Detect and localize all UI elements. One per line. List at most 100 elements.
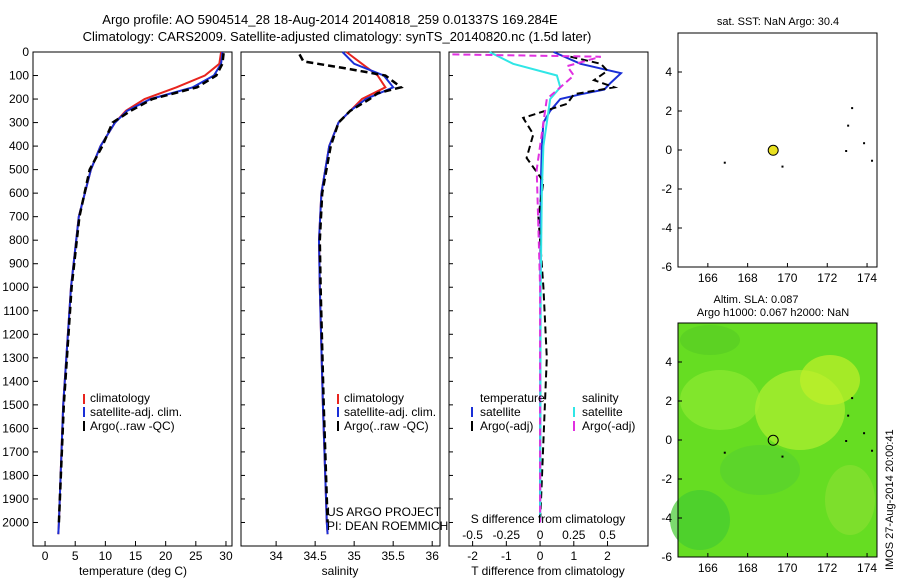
map-y-tick-label: -6 bbox=[661, 550, 672, 564]
x-tick-label: -2 bbox=[467, 549, 478, 563]
x-tick-label: 0 bbox=[42, 549, 49, 563]
depth-tick-label: 900 bbox=[9, 257, 29, 271]
map-x-tick-label: 170 bbox=[777, 561, 797, 575]
legend-item-satellite: satellite-adj. clim. bbox=[90, 405, 182, 419]
x-tick-label: 25 bbox=[189, 549, 203, 563]
legend-header-salinity: salinity bbox=[582, 391, 619, 405]
header-line2: Climatology: CARS2009. Satellite-adjuste… bbox=[83, 29, 592, 44]
x-tick-label: 35.5 bbox=[381, 549, 405, 563]
x-tick-label: 10 bbox=[99, 549, 113, 563]
project-line2: PI: DEAN ROEMMICH bbox=[327, 519, 448, 533]
footer-stamp: IMOS 27-Aug-2014 20:00:41 bbox=[884, 429, 896, 570]
coast-speck bbox=[847, 414, 850, 417]
temperature-panel bbox=[32, 51, 233, 547]
legend-item-s-satellite: satellite bbox=[582, 405, 623, 419]
legend-item-argo: Argo(..raw -QC) bbox=[90, 419, 175, 433]
x-tick-top-label: -0.25 bbox=[493, 528, 521, 542]
diff-line-3 bbox=[452, 53, 602, 523]
series-line-satellite bbox=[57, 51, 224, 535]
depth-tick-label: 100 bbox=[9, 69, 29, 83]
x-tick-label: 30 bbox=[219, 549, 233, 563]
map-y-tick-label: -4 bbox=[661, 511, 672, 525]
map-y-tick-label: 4 bbox=[665, 65, 672, 79]
map-y-tick-label: 0 bbox=[665, 433, 672, 447]
x-tick-top-label: 0.5 bbox=[599, 528, 616, 542]
depth-tick-label: 1100 bbox=[3, 304, 29, 318]
depth-tick-label: 300 bbox=[9, 116, 29, 130]
x-tick-label: 34 bbox=[269, 549, 283, 563]
temperature-legend: climatology satellite-adj. clim. Argo(..… bbox=[83, 391, 182, 433]
map-x-tick-label: 172 bbox=[817, 561, 837, 575]
argo-location-marker bbox=[767, 144, 779, 156]
x-tick-label: 2 bbox=[604, 549, 611, 563]
depth-tick-label: 1200 bbox=[2, 327, 29, 341]
legend-item-t-argo: Argo(-adj) bbox=[480, 419, 533, 433]
coast-speck bbox=[845, 150, 848, 152]
x-tick-label: 34.5 bbox=[303, 549, 327, 563]
depth-tick-label: 2000 bbox=[2, 515, 29, 529]
legend-item-climatology: climatology bbox=[90, 391, 150, 405]
depth-tick-label: 500 bbox=[9, 163, 29, 177]
coast-speck bbox=[851, 397, 854, 400]
depth-tick-label: 1800 bbox=[2, 468, 29, 482]
depth-tick-label: 1500 bbox=[2, 398, 29, 412]
legend-item-argo: Argo(..raw -QC) bbox=[344, 419, 429, 433]
sla-map-title2: Argo h1000: 0.067 h2000: NaN bbox=[697, 307, 849, 319]
coast-speck bbox=[781, 165, 784, 168]
depth-tick-label: 1700 bbox=[2, 445, 29, 459]
argo-location-marker bbox=[767, 434, 779, 446]
legend-item-t-satellite: satellite bbox=[480, 405, 521, 419]
depth-tick-label: 800 bbox=[9, 233, 29, 247]
depth-tick-label: 1000 bbox=[2, 280, 29, 294]
difference-legend: temperature salinity satellite Argo(-adj… bbox=[471, 391, 635, 433]
coast-speck bbox=[845, 440, 848, 442]
difference-xlabel: T difference from climatology bbox=[471, 564, 625, 578]
legend-item-climatology: climatology bbox=[344, 391, 404, 405]
x-tick-label: 1 bbox=[570, 549, 577, 563]
sla-map-title1: Altim. SLA: 0.087 bbox=[714, 294, 799, 306]
x-tick-label: 5 bbox=[72, 549, 79, 563]
diff-line-1 bbox=[521, 55, 619, 523]
coast-speck bbox=[723, 161, 726, 164]
legend-item-s-argo: Argo(-adj) bbox=[582, 419, 635, 433]
legend-item-satellite: satellite-adj. clim. bbox=[344, 405, 436, 419]
salinity-legend: climatology satellite-adj. clim. Argo(..… bbox=[337, 391, 436, 433]
x-tick-label: 15 bbox=[129, 549, 143, 563]
depth-tick-label: 1300 bbox=[2, 351, 29, 365]
salinity-panel bbox=[240, 51, 441, 547]
x-tick-label: 35 bbox=[347, 549, 361, 563]
depth-tick-label: 1400 bbox=[2, 374, 29, 388]
series-line-satellite bbox=[317, 51, 395, 535]
map-y-tick-label: -6 bbox=[661, 260, 672, 274]
map-x-tick-label: 168 bbox=[738, 561, 758, 575]
x-tick-top-label: 0 bbox=[537, 528, 544, 542]
x-tick-label: 36 bbox=[426, 549, 440, 563]
sst-map-title: sat. SST: NaN Argo: 30.4 bbox=[717, 16, 839, 28]
series-line-climatology bbox=[57, 51, 223, 535]
map-x-tick-label: 166 bbox=[698, 271, 718, 285]
x-tick-label: -1 bbox=[501, 549, 512, 563]
series-line-argo bbox=[57, 53, 225, 523]
diff-line-2 bbox=[489, 51, 562, 523]
x-tick-top-label: 0.25 bbox=[562, 528, 586, 542]
coast-speck bbox=[781, 455, 784, 458]
map-y-tick-label: 4 bbox=[665, 355, 672, 369]
difference-panel bbox=[448, 51, 649, 547]
series-line-climatology bbox=[317, 51, 387, 535]
depth-tick-label: 0 bbox=[22, 45, 29, 59]
map-y-tick-label: -2 bbox=[661, 472, 672, 486]
coast-speck bbox=[847, 124, 850, 127]
depth-tick-label: 1600 bbox=[2, 421, 29, 435]
sla-heatmap bbox=[670, 325, 875, 550]
map-x-tick-label: 174 bbox=[857, 271, 877, 285]
difference-xlabel-top: S difference from climatology bbox=[471, 512, 626, 526]
coast-speck bbox=[851, 107, 854, 110]
depth-tick-label: 600 bbox=[9, 186, 29, 200]
depth-tick-label: 400 bbox=[9, 139, 29, 153]
map-x-tick-label: 174 bbox=[857, 561, 877, 575]
map-x-tick-label: 170 bbox=[777, 271, 797, 285]
map-y-tick-label: 2 bbox=[665, 394, 672, 408]
series-line-argo bbox=[298, 53, 404, 523]
project-line1: US ARGO PROJECT bbox=[327, 505, 442, 519]
